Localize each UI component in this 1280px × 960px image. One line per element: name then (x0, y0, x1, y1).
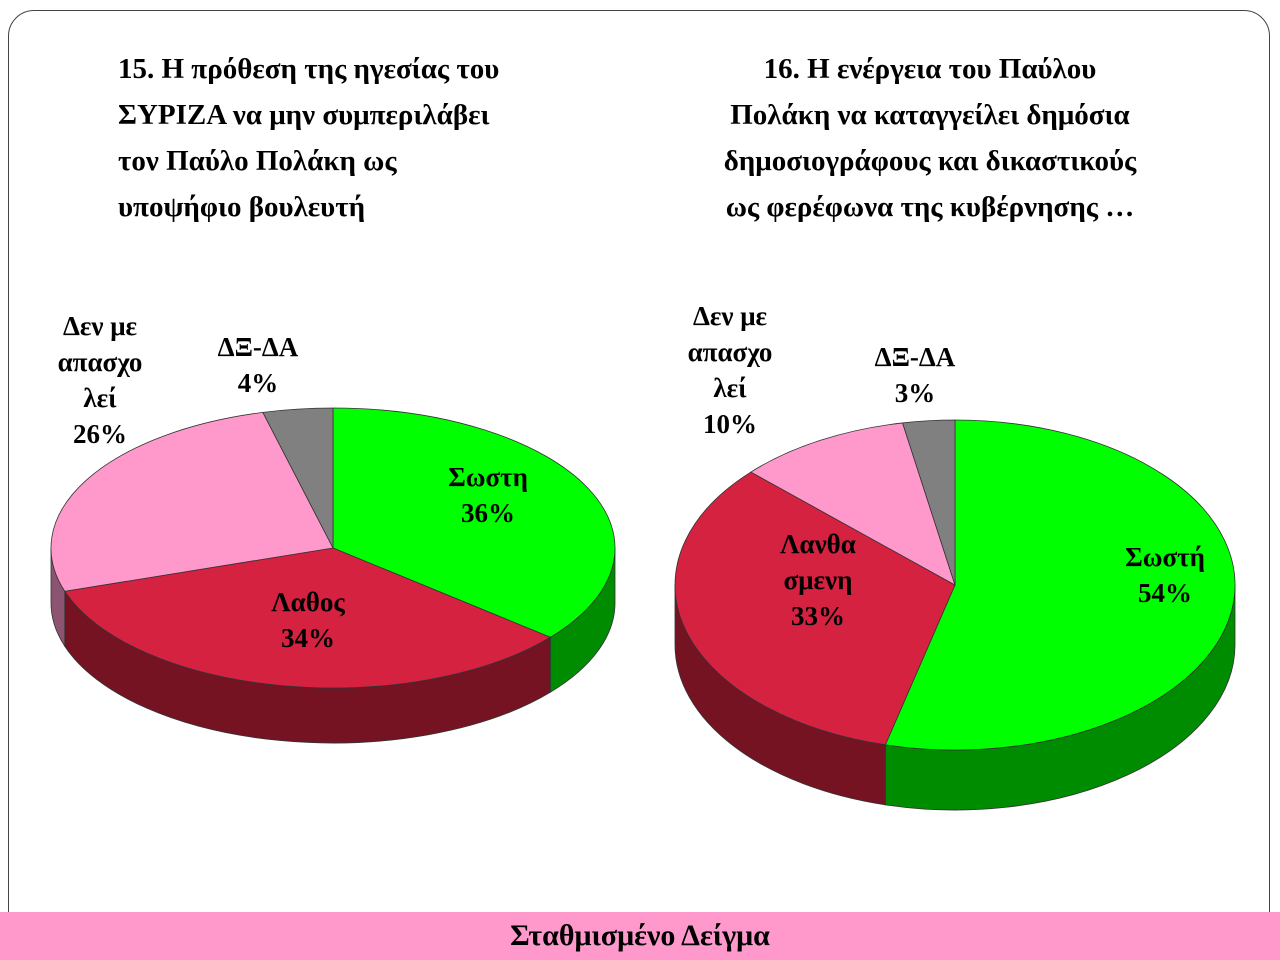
category-label: Δεν με απασχο λεί (687, 301, 773, 403)
category-label: ΔΞ-ΔΑ (217, 332, 299, 362)
slice (902, 419, 956, 586)
slice-label: ΔΞ-ΔΑ 4% (218, 329, 299, 401)
value-label: 3% (894, 378, 936, 408)
slice (64, 547, 552, 689)
slice-label: Σωστή 54% (1125, 539, 1205, 611)
category-label: ΔΞ-ΔΑ (874, 342, 956, 372)
footer: Σταθμισμένο Δείγμα (0, 912, 1280, 960)
value-label: 26% (73, 419, 127, 449)
slice (50, 411, 334, 592)
slice (884, 419, 1236, 751)
value-label: 36% (460, 498, 515, 528)
slice-label: Δεν με απασχο λεί 26% (58, 308, 143, 452)
category-label: Λανθα σμενη (780, 529, 856, 595)
slice (674, 471, 956, 746)
chart-title: 15. Η πρόθεση της ηγεσίας του ΣΥΡΙΖΑ να … (118, 53, 500, 223)
slice-label: Λανθα σμενη 33% (780, 526, 856, 634)
value-label: 33% (791, 601, 845, 631)
category-label: Σωστή (1125, 542, 1205, 572)
value-label: 34% (281, 623, 335, 653)
slice-label: ΔΞ-ΔΑ 3% (875, 339, 956, 411)
slice-label: Λαθος 34% (271, 584, 344, 656)
value-label: 10% (703, 409, 757, 439)
category-label: Δεν με απασχο λεί (57, 311, 143, 413)
slice (262, 407, 334, 549)
chart-title: 16. Η ενέργεια του Παύλου Πολάκη να κατα… (723, 53, 1137, 223)
category-label: Λαθος (271, 587, 345, 617)
slice-label: Σωστη 36% (448, 459, 528, 531)
slice (750, 422, 956, 586)
value-label: 54% (1137, 578, 1192, 608)
slice-label: Δεν με απασχο λεί 10% (688, 298, 773, 442)
slice (332, 407, 616, 638)
category-label: Σωστη (448, 462, 528, 492)
value-label: 4% (237, 368, 279, 398)
